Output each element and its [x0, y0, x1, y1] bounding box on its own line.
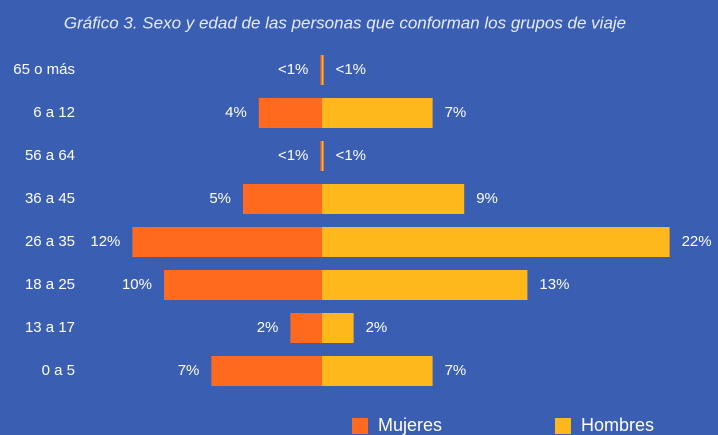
category-label: 56 a 64: [25, 147, 75, 164]
value-label: 7%: [178, 362, 200, 379]
bar: [322, 313, 354, 343]
bar: [243, 184, 322, 214]
category-label: 65 o más: [13, 61, 75, 78]
value-label: <1%: [336, 61, 366, 78]
value-label: <1%: [336, 147, 366, 164]
value-label: 7%: [445, 104, 467, 121]
bar: [290, 313, 322, 343]
bar: [258, 98, 322, 128]
category-label: 26 a 35: [25, 233, 75, 250]
chart-title: Gráfico 3. Sexo y edad de las personas q…: [64, 13, 626, 32]
value-label: 22%: [682, 233, 712, 250]
category-label: 36 a 45: [25, 190, 75, 207]
value-label: 2%: [366, 319, 388, 336]
value-label: 5%: [209, 190, 231, 207]
bar: [322, 55, 324, 85]
bar: [322, 98, 433, 128]
bar: [322, 356, 433, 386]
legend-label: Mujeres: [378, 415, 442, 435]
legend-swatch: [352, 418, 368, 434]
value-label: <1%: [278, 147, 308, 164]
bar: [322, 184, 465, 214]
category-label: 6 a 12: [33, 104, 75, 121]
value-label: 4%: [225, 104, 247, 121]
value-label: 7%: [445, 362, 467, 379]
value-label: 12%: [90, 233, 120, 250]
bar: [322, 270, 528, 300]
bar: [322, 227, 670, 257]
bar: [211, 356, 322, 386]
bar: [322, 141, 324, 171]
category-label: 0 a 5: [42, 362, 75, 379]
value-label: <1%: [278, 61, 308, 78]
bar: [164, 270, 322, 300]
legend-swatch: [555, 418, 571, 434]
value-label: 2%: [257, 319, 279, 336]
category-label: 18 a 25: [25, 276, 75, 293]
category-label: 13 a 17: [25, 319, 75, 336]
bar: [132, 227, 322, 257]
value-label: 9%: [476, 190, 498, 207]
value-label: 10%: [122, 276, 152, 293]
legend-label: Hombres: [581, 415, 654, 435]
value-label: 13%: [539, 276, 569, 293]
bar: [320, 141, 322, 171]
bar: [320, 55, 322, 85]
